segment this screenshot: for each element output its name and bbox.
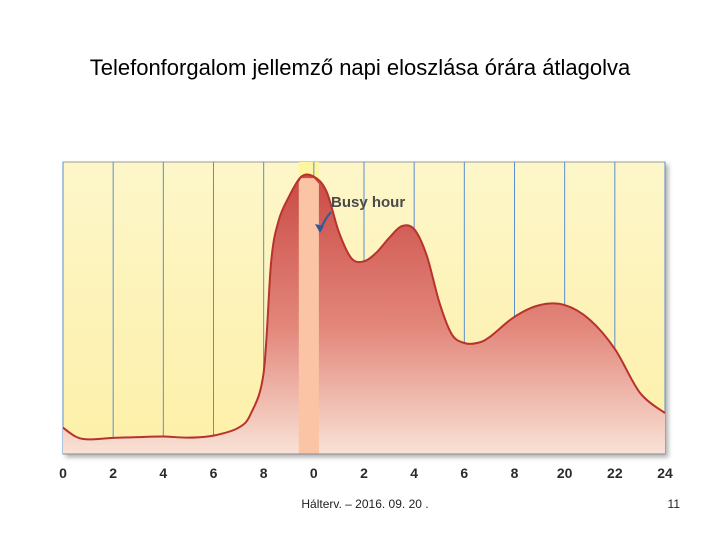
footer-text: Hálterv. – 2016. 09. 20 .	[301, 497, 429, 511]
x-tick-label: 4	[159, 465, 167, 481]
x-tick-label: 24	[657, 465, 673, 481]
x-tick-label: 22	[607, 465, 623, 481]
x-tick-label: 2	[360, 465, 368, 481]
page-number: 11	[667, 497, 680, 511]
busy-hour-arrow	[315, 211, 332, 233]
busy-hour-strip	[298, 178, 319, 454]
traffic-outline	[62, 173, 666, 441]
traffic-area	[63, 174, 665, 455]
x-tick-label: 8	[511, 465, 519, 481]
x-tick-labels: 0 2 4 6 8 0 2 4 6 8 20 22 24	[59, 465, 673, 481]
slide-title: Telefonforgalom jellemző napi eloszlása …	[89, 55, 631, 80]
x-tick-label: 0	[59, 465, 67, 481]
busy-hour-label: Busy hour	[331, 194, 405, 211]
x-tick-label: 8	[260, 465, 268, 481]
x-tick-label: 6	[210, 465, 218, 481]
x-tick-label: 2	[109, 465, 117, 481]
x-tick-label: 0	[310, 465, 318, 481]
x-tick-label: 20	[557, 465, 573, 481]
x-tick-label: 4	[410, 465, 418, 481]
x-tick-label: 6	[460, 465, 468, 481]
